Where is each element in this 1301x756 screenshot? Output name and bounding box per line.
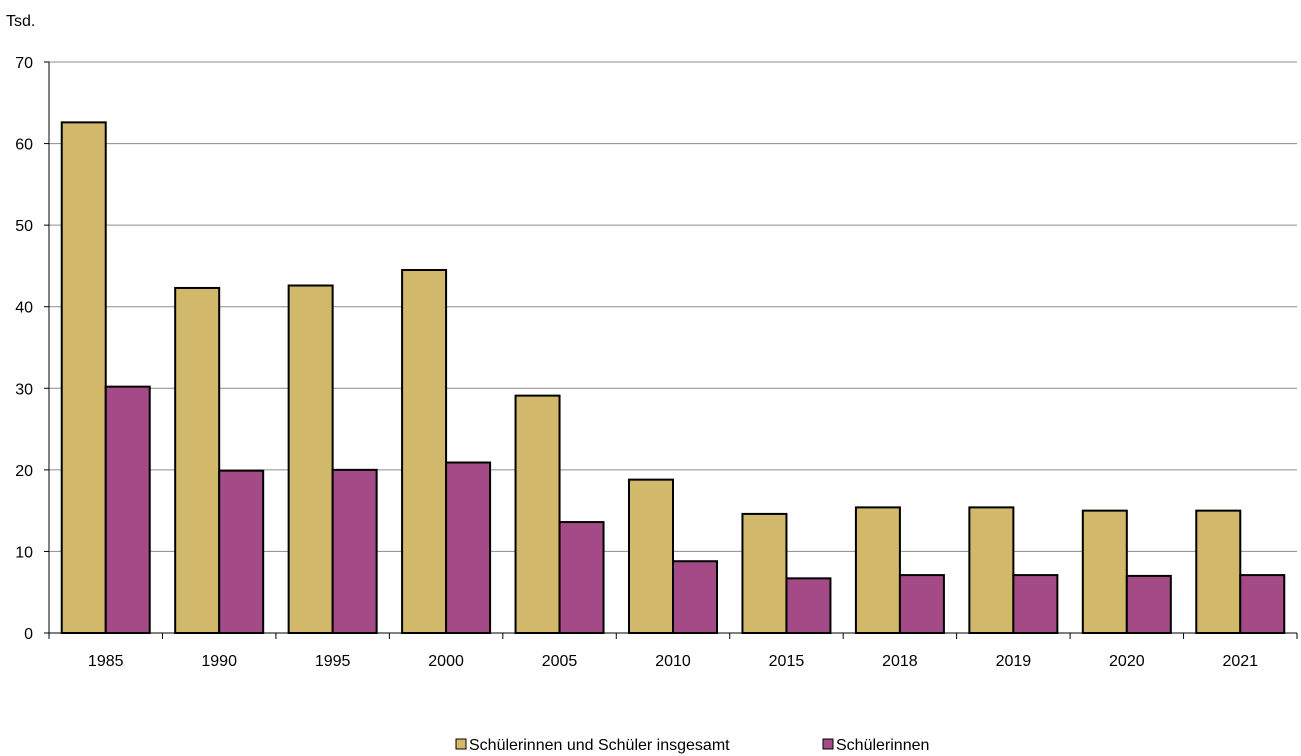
legend-label: Schülerinnen und Schüler insgesamt xyxy=(469,737,730,754)
x-tick-label: 2020 xyxy=(1109,653,1145,670)
bar-schuelerinnen xyxy=(785,577,832,635)
bar-schuelerinnen xyxy=(445,461,492,634)
bar-insgesamt xyxy=(60,121,107,634)
legend-label: Schülerinnen xyxy=(836,737,929,754)
y-tick-label: 50 xyxy=(15,218,33,235)
bar-insgesamt xyxy=(174,286,221,634)
y-tick-label: 30 xyxy=(15,381,33,398)
y-tick-label: 60 xyxy=(15,137,33,154)
x-tick-label: 2021 xyxy=(1222,653,1258,670)
x-tick-label: 1995 xyxy=(315,653,351,670)
bar-schuelerinnen xyxy=(104,385,151,635)
y-tick-label: 70 xyxy=(15,55,33,72)
y-tick-label: 20 xyxy=(15,463,33,480)
x-tick-label: 2000 xyxy=(428,653,464,670)
legend: Schülerinnen und Schüler insgesamt Schüle… xyxy=(455,737,929,754)
x-axis-ticks: 1985 1990 1995 2000 2005 2010 2015 2018 2019 2020… xyxy=(48,633,1298,670)
bar-schuelerinnen xyxy=(218,469,265,634)
x-tick-label: 2005 xyxy=(542,653,578,670)
bar-schuelerinnen xyxy=(331,468,378,634)
x-tick-label: 2018 xyxy=(882,653,918,670)
legend-swatch xyxy=(822,738,834,750)
bar-insgesamt xyxy=(401,269,448,634)
y-axis-unit-label: Tsd. xyxy=(6,13,35,30)
y-tick-label: 40 xyxy=(15,300,33,317)
y-tick-label: 10 xyxy=(15,544,33,561)
bar-insgesamt xyxy=(854,506,901,635)
x-tick-label: 1990 xyxy=(201,653,237,670)
bar-schuelerinnen xyxy=(1125,574,1172,635)
bar-insgesamt xyxy=(287,284,334,634)
x-tick-label: 2015 xyxy=(769,653,805,670)
x-tick-label: 1985 xyxy=(88,653,124,670)
bar-insgesamt xyxy=(628,478,674,634)
x-tick-label: 2019 xyxy=(996,653,1032,670)
bar-insgesamt xyxy=(514,394,561,634)
x-tick-label: 2010 xyxy=(655,653,691,670)
y-axis-ticks: 0 10 20 30 40 50 60 70 xyxy=(15,55,49,643)
bar-schuelerinnen xyxy=(558,521,605,635)
bar-insgesamt xyxy=(741,512,788,634)
bar-insgesamt xyxy=(1081,509,1128,634)
bar-schuelerinnen xyxy=(898,574,945,635)
bar-schuelerinnen xyxy=(1012,574,1059,635)
bar-schuelerinnen xyxy=(672,560,718,635)
bars xyxy=(60,121,1286,635)
legend-swatch xyxy=(455,738,467,750)
bar-insgesamt xyxy=(968,506,1015,635)
y-tick-label: 0 xyxy=(24,626,33,643)
bar-schuelerinnen xyxy=(1239,574,1286,635)
bar-insgesamt xyxy=(1195,509,1242,634)
